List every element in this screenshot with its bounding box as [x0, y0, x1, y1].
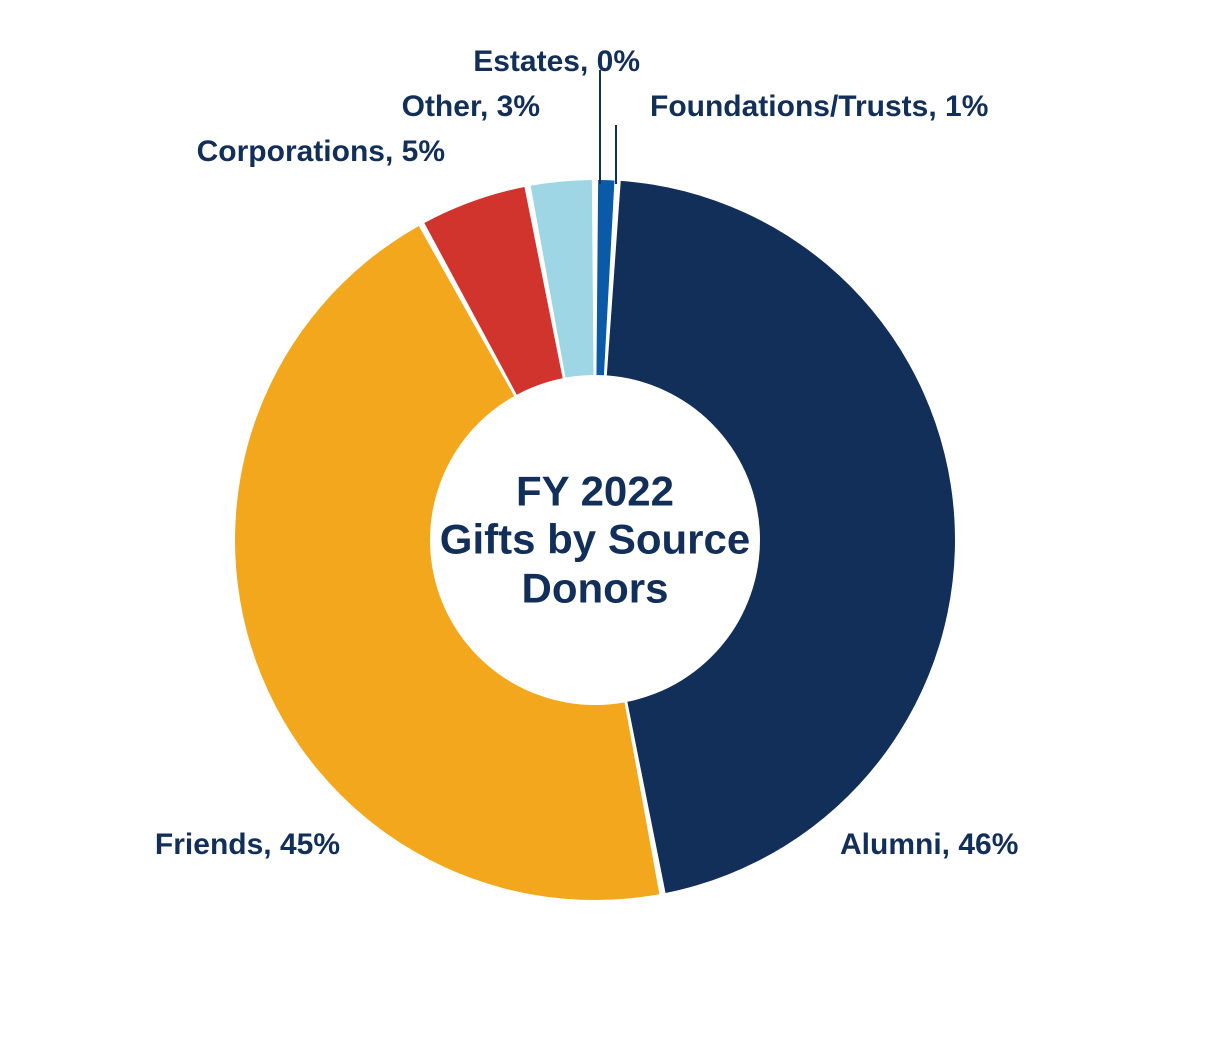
label-corporations: Corporations, 5% [197, 135, 445, 169]
label-friends: Friends, 45% [155, 828, 340, 862]
label-alumni: Alumni, 46% [840, 828, 1018, 862]
chart-center-title: FY 2022 Gifts by Source Donors [440, 468, 750, 613]
donut-chart: FY 2022 Gifts by Source Donors Foundatio… [0, 0, 1211, 1051]
label-other: Other, 3% [402, 90, 540, 124]
label-foundations: Foundations/Trusts, 1% [650, 90, 988, 124]
label-estates: Estates, 0% [473, 45, 640, 79]
